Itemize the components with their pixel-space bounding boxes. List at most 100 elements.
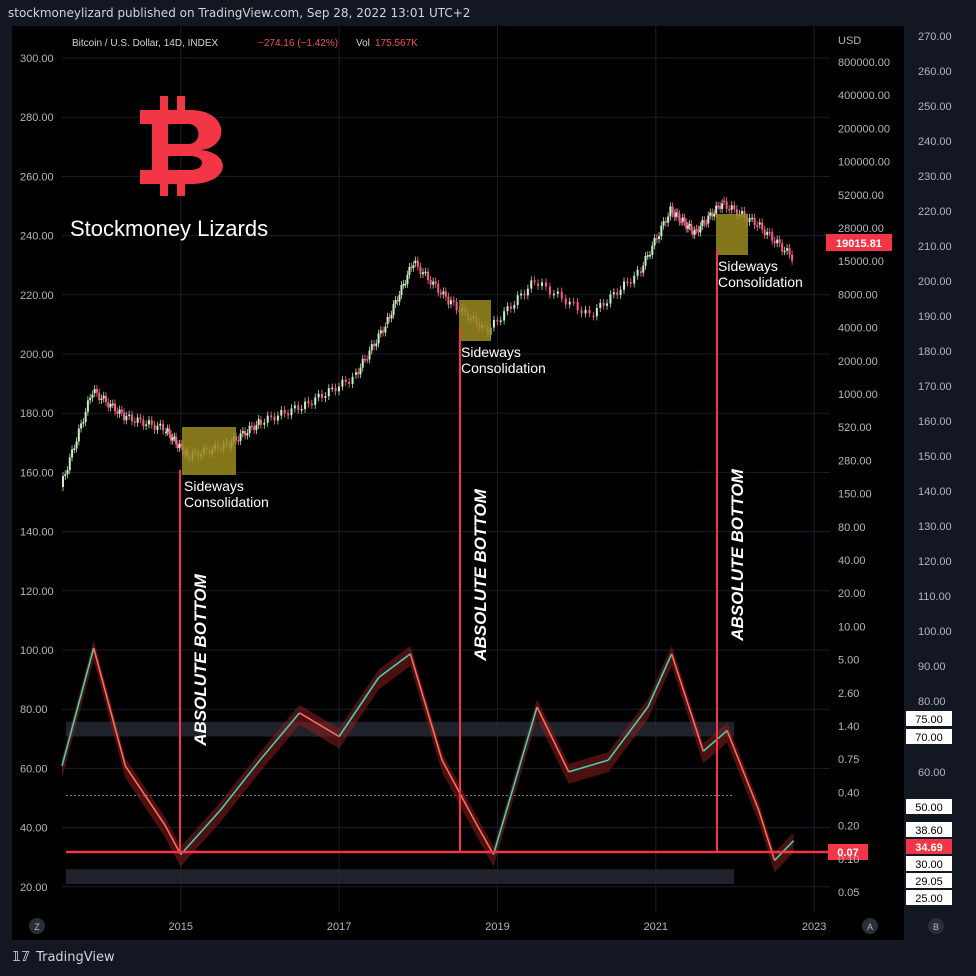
price-candle bbox=[159, 423, 162, 426]
right-axis-tick: 200.00 bbox=[918, 276, 952, 288]
price-change: −274.16 (−1.42%) bbox=[258, 38, 338, 49]
price-candle bbox=[73, 448, 76, 451]
price-candle bbox=[171, 437, 174, 441]
price-candle bbox=[142, 419, 145, 427]
price-candle bbox=[133, 421, 136, 423]
price-candle bbox=[361, 358, 364, 368]
price-candle bbox=[660, 225, 663, 237]
tradingview-brand[interactable]: 𝟙𝟟 TradingView bbox=[12, 950, 115, 965]
right-boxed-label: 75.00 bbox=[915, 714, 943, 726]
mid-axis-tick: 80.00 bbox=[838, 522, 866, 534]
price-candle bbox=[414, 260, 417, 264]
price-candle bbox=[120, 409, 123, 413]
oscillator-segment bbox=[441, 759, 475, 820]
price-candle bbox=[629, 282, 632, 284]
price-candle bbox=[80, 423, 83, 429]
price-candle bbox=[241, 431, 244, 434]
x-axis-tick: 2015 bbox=[169, 921, 193, 933]
right-boxed-label-bg bbox=[906, 729, 952, 744]
mid-axis-tick: 0.20 bbox=[838, 821, 859, 833]
left-axis-tick: 220.00 bbox=[20, 290, 54, 302]
price-candle bbox=[644, 255, 647, 266]
price-candle bbox=[773, 240, 776, 244]
price-candle bbox=[283, 409, 286, 414]
price-candle bbox=[287, 413, 290, 416]
oscillator-segment bbox=[492, 706, 538, 855]
price-candle bbox=[537, 283, 540, 286]
price-candle bbox=[68, 457, 71, 471]
price-candle bbox=[334, 387, 337, 392]
mid-axis-tick: 0.75 bbox=[838, 754, 859, 766]
price-candle bbox=[721, 203, 724, 209]
price-candle bbox=[237, 440, 240, 442]
price-candle bbox=[150, 420, 153, 425]
price-candle bbox=[164, 431, 167, 434]
left-axis-tick: 140.00 bbox=[20, 527, 54, 539]
price-candle bbox=[248, 425, 251, 434]
current-value-badge bbox=[906, 839, 952, 854]
oscillator-segment bbox=[61, 647, 95, 767]
price-candle bbox=[606, 303, 609, 306]
price-candle bbox=[276, 415, 279, 421]
brand-label: TradingView bbox=[36, 950, 115, 965]
price-candle bbox=[437, 283, 440, 293]
price-candle bbox=[730, 205, 733, 210]
price-candle bbox=[408, 266, 411, 275]
right-axis-tick: 60.00 bbox=[918, 767, 946, 779]
price-candle bbox=[354, 372, 357, 375]
oscillator-segment bbox=[774, 840, 795, 861]
price-candle bbox=[692, 230, 695, 235]
price-candle bbox=[686, 226, 689, 229]
mid-axis-tick: 8000.00 bbox=[838, 289, 878, 301]
price-candle bbox=[526, 288, 529, 296]
price-candle bbox=[93, 388, 96, 394]
price-candle bbox=[125, 415, 128, 421]
mid-axis-tick: 15000.00 bbox=[838, 256, 884, 268]
price-candle bbox=[588, 309, 591, 314]
price-candle bbox=[363, 358, 366, 361]
price-candle bbox=[683, 217, 686, 223]
price-candle bbox=[145, 424, 148, 427]
price-candle bbox=[552, 293, 555, 296]
mid-axis-tick: 5.00 bbox=[838, 655, 859, 667]
right-axis-tick: 210.00 bbox=[918, 241, 952, 253]
right-boxed-label-bg bbox=[906, 822, 952, 837]
price-candle bbox=[447, 296, 450, 305]
price-axis-unit: USD bbox=[838, 35, 861, 47]
right-axis-tick: 130.00 bbox=[918, 521, 952, 533]
price-candle bbox=[705, 223, 708, 225]
price-candle bbox=[609, 294, 612, 304]
price-candle bbox=[492, 319, 495, 328]
price-candle bbox=[255, 424, 258, 431]
price-candle bbox=[675, 212, 678, 217]
mid-axis-tick: 520.00 bbox=[838, 422, 872, 434]
right-axis-tick: 260.00 bbox=[918, 66, 952, 78]
price-candle bbox=[290, 408, 293, 416]
price-candle bbox=[175, 436, 178, 445]
mid-axis-tick: 10.00 bbox=[838, 621, 866, 633]
threshold-badge bbox=[828, 844, 868, 860]
price-candle bbox=[680, 221, 683, 224]
price-candle bbox=[310, 403, 313, 406]
price-candle bbox=[442, 291, 445, 295]
price-candle bbox=[82, 422, 85, 424]
price-candle bbox=[676, 212, 679, 214]
volume-value: 175.567K bbox=[375, 38, 418, 49]
oscillator-segment bbox=[726, 730, 760, 811]
price-candle bbox=[402, 283, 405, 286]
price-candle bbox=[509, 306, 512, 309]
price-candle bbox=[257, 418, 260, 425]
price-candle bbox=[153, 424, 156, 430]
x-axis-tick: 2021 bbox=[644, 921, 668, 933]
right-boxed-label: 25.00 bbox=[915, 893, 943, 905]
price-candle bbox=[449, 300, 452, 305]
price-candle bbox=[84, 411, 87, 423]
right-axis-tick: 220.00 bbox=[918, 206, 952, 218]
left-axis-tick: 60.00 bbox=[20, 763, 48, 775]
price-candle bbox=[394, 300, 397, 305]
right-axis-tick: 170.00 bbox=[918, 381, 952, 393]
price-candle bbox=[616, 292, 619, 296]
oscillator-segment bbox=[124, 765, 166, 826]
consolidation-boxes: SidewaysConsolidationSidewaysConsolidati… bbox=[182, 214, 803, 510]
